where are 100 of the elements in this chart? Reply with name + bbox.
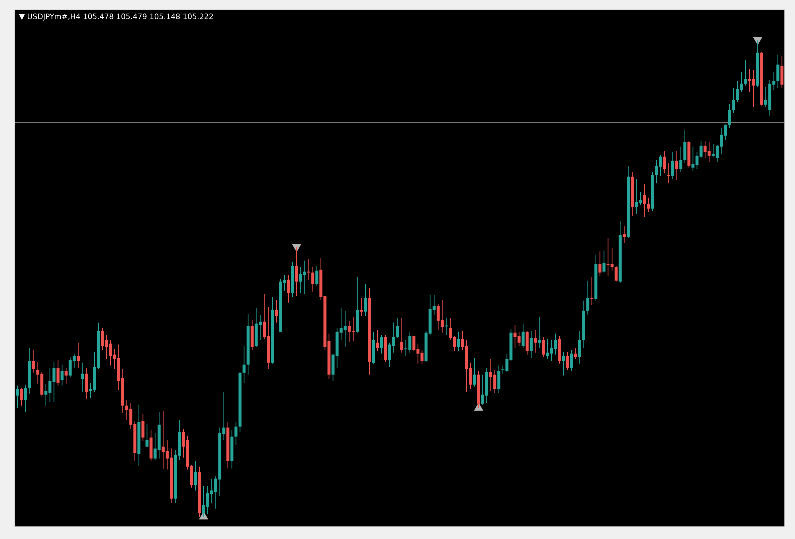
candlestick (522, 323, 525, 349)
candlestick (647, 198, 650, 213)
candlestick (202, 486, 206, 518)
candlestick (404, 340, 408, 357)
candlestick (348, 320, 351, 342)
candlestick (32, 350, 36, 374)
candlestick (598, 251, 602, 276)
candlestick (408, 332, 412, 354)
candlestick (684, 130, 687, 164)
candlestick (518, 332, 521, 347)
candlestick (546, 338, 550, 360)
candlestick (688, 140, 691, 168)
candlestick (24, 384, 28, 412)
candlestick (481, 374, 484, 406)
candlestick (680, 146, 683, 173)
candlestick (20, 388, 24, 406)
candlestick (736, 80, 740, 102)
candlestick (146, 424, 149, 448)
candlestick (380, 334, 384, 354)
candlestick (606, 238, 610, 276)
candlestick (780, 56, 784, 89)
candlestick (744, 60, 748, 86)
candlestick (316, 266, 319, 287)
candlestick (485, 368, 488, 404)
candlestick (68, 356, 72, 378)
candlestick (614, 266, 618, 282)
candlestick (538, 316, 542, 349)
candlestick (465, 340, 468, 392)
candlestick (586, 280, 590, 316)
candlestick (776, 54, 780, 89)
candlestick (85, 368, 88, 400)
candlestick (44, 384, 48, 406)
candlestick (655, 160, 658, 184)
candlestick (748, 68, 752, 92)
candlestick (534, 330, 537, 354)
candlestick (530, 330, 533, 359)
candlestick (566, 352, 570, 370)
candlestick (109, 340, 112, 366)
candlestick (101, 328, 104, 350)
candlestick (752, 70, 756, 108)
candlestick (206, 486, 210, 514)
candlestick (242, 346, 246, 384)
candlestick (562, 352, 566, 376)
candlestick (372, 332, 376, 364)
candlestick (728, 104, 732, 129)
candlestick (764, 86, 768, 108)
candlestick (312, 266, 315, 292)
candlestick (76, 342, 80, 369)
candlestick (643, 184, 646, 218)
point (474, 403, 484, 411)
candlestick (52, 362, 56, 402)
candlestick (384, 334, 388, 362)
candlestick (708, 142, 711, 163)
candlestick (526, 330, 529, 356)
candlestick (514, 324, 517, 349)
candlestick (440, 300, 444, 334)
candlestick (704, 140, 707, 159)
candlestick (610, 248, 614, 272)
candlestick (396, 318, 400, 339)
candlestick (692, 146, 695, 172)
candlestick (473, 358, 476, 388)
candlestick (542, 336, 546, 358)
candlestick (56, 360, 60, 386)
candlestick (142, 414, 145, 442)
candlestick (376, 330, 380, 352)
candlestick (671, 152, 674, 180)
candlestick (60, 364, 64, 386)
candlestick (162, 410, 165, 470)
candlestick (659, 154, 662, 176)
candlestick (234, 422, 238, 446)
candlestick (498, 365, 501, 394)
candlestick (356, 276, 360, 334)
candlestick (275, 300, 278, 324)
candlestick (720, 128, 724, 154)
candlestick (126, 400, 129, 421)
candlestick (16, 385, 20, 409)
candlestick (554, 333, 558, 356)
candlestick (105, 334, 108, 360)
candlestick (250, 320, 254, 350)
candlestick (676, 150, 679, 181)
candlestick (622, 226, 626, 244)
candlestick (570, 350, 574, 372)
candlestick (303, 260, 306, 295)
candlestick (490, 358, 492, 392)
candlestick (299, 266, 302, 294)
candlestick (590, 276, 594, 306)
candlestick (287, 274, 290, 304)
candlestick (194, 460, 198, 492)
candlestick (81, 362, 84, 392)
candlestick (295, 246, 298, 297)
candlestick (436, 304, 440, 330)
candlestick (48, 368, 52, 402)
candlestick (210, 478, 214, 504)
candlestick (663, 150, 666, 174)
candlestick (40, 372, 44, 396)
candlestick (150, 430, 153, 462)
candlestick (457, 332, 460, 352)
candlestick (352, 316, 355, 342)
candlestick (574, 348, 578, 360)
candlestick (732, 88, 736, 114)
